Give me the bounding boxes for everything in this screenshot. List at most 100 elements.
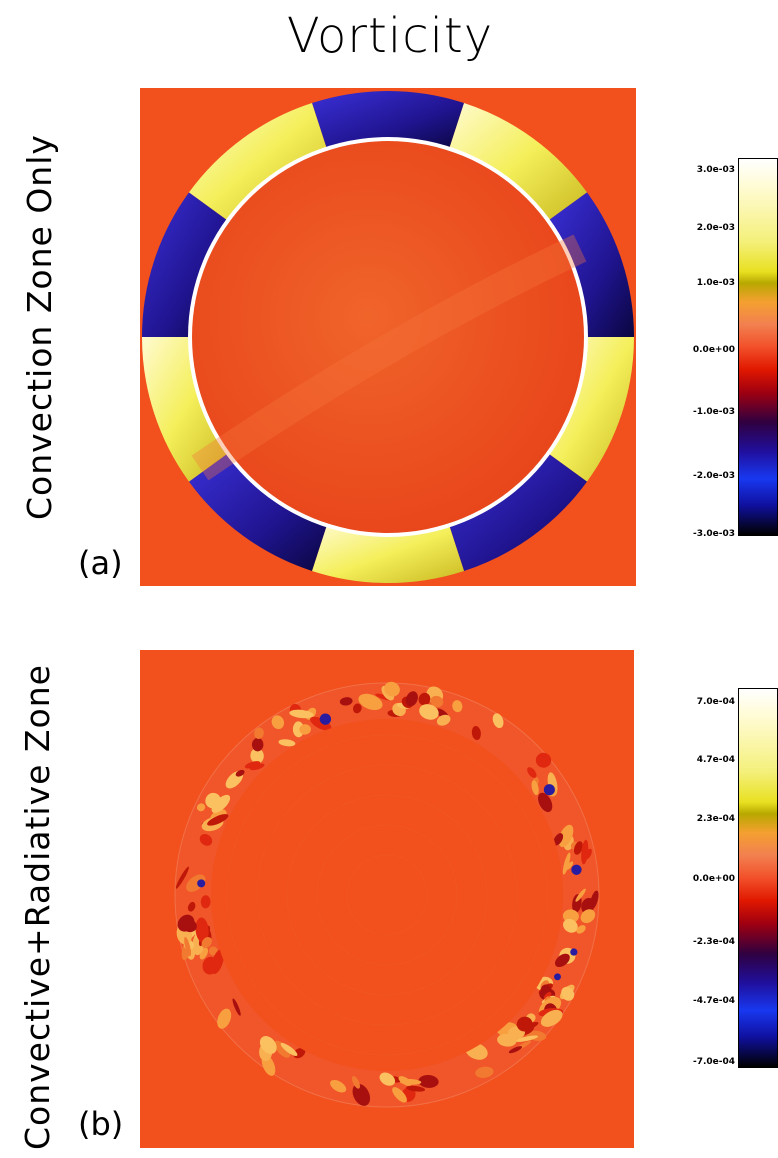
colorbar-ticks-b: 7.0e-04 4.7e-04 2.3e-04 0.0e+00 -2.3e-04… [640,697,735,1067]
eddy [527,767,537,778]
eddy [515,1035,539,1042]
eddy [540,1009,563,1027]
eddy [200,895,211,909]
eddy [195,917,209,943]
eddy [538,792,553,813]
eddy [580,909,596,924]
eddy [352,1075,360,1089]
eddy [497,1033,517,1047]
eddy [558,824,574,848]
negative-vortex [543,784,555,796]
vorticity-map-a: (a) [78,88,636,586]
tick-label: 3.0e-03 [696,165,735,175]
tick-label: 4.7e-04 [696,755,735,765]
eddy [583,848,592,860]
eddy [235,769,245,777]
eddy [250,748,264,764]
eddy [184,936,191,957]
eddy [436,714,451,726]
eddy [531,780,539,796]
eddy [201,936,212,949]
eddy [419,704,439,720]
eddy [211,794,231,813]
figure-title: Vorticity [286,8,494,64]
eddy [259,1036,277,1054]
eddy [339,697,353,706]
eddy [392,1087,407,1103]
tick-label: 2.0e-03 [696,223,735,233]
eddy [554,953,570,967]
positive-vorticity-cell [548,337,634,482]
eddy [590,890,599,910]
eddy [232,998,241,1016]
eddy [576,925,586,934]
eddy [249,763,265,771]
ring-eddies-b [175,681,599,1106]
eddy [563,918,578,933]
eddy [254,727,264,739]
eddy [471,725,481,741]
eddy [418,1075,439,1088]
eddy [452,700,463,713]
eddy [492,713,504,729]
negative-vorticity-cell [311,91,465,149]
eddy [475,1066,494,1078]
negative-vortex [319,713,332,725]
side-label-a: Convection Zone Only [20,134,59,520]
eddy [430,695,444,708]
eddy [553,833,564,846]
eddy [274,1040,291,1058]
eddy [280,1042,298,1057]
tick-label: 0.0e+00 [692,874,735,884]
eddy [358,693,383,711]
eddy [217,1008,232,1029]
eddy [575,888,586,902]
eddy [398,1076,412,1086]
eddy [330,1079,347,1093]
eddy [406,1085,426,1092]
eddy [271,715,285,730]
ring-cells-a [142,91,634,583]
negative-vortex [570,948,578,956]
colorbar-b [738,688,778,1068]
side-label-b: Convective+Radiative Zone [18,664,57,1150]
eddy [289,709,314,719]
tick-label: 0.0e+00 [692,345,735,355]
eddy [186,874,206,892]
panel-letter-a: (a) [78,544,123,582]
negative-vortex [571,864,582,875]
eddy [278,739,296,747]
eddy [379,1072,396,1086]
colorbar-a [738,158,778,536]
eddy [196,803,206,812]
eddy [352,1083,371,1106]
eddy [384,681,400,697]
tick-label: -2.3e-04 [692,937,735,947]
tick-label: 2.3e-04 [696,814,735,824]
eddy [405,691,418,707]
eddy [418,692,431,706]
eddy [207,814,229,826]
tick-label: -2.0e-03 [692,471,735,481]
positive-vorticity-cell [142,337,228,482]
eddy [208,946,218,956]
eddy [199,833,213,846]
eddy [516,1016,533,1032]
eddy [251,737,264,752]
tick-label: -1.0e-03 [692,407,735,417]
negative-vortex [197,879,206,888]
negative-vortex [554,973,561,981]
eddy [562,852,571,875]
negative-vorticity-cell [449,453,588,571]
vorticity-map-b: (b) [78,650,634,1148]
negative-vorticity-cell [548,192,634,337]
eddy [352,703,362,714]
eddy [310,716,332,731]
positive-vorticity-cell [311,525,465,583]
eddy [187,901,196,912]
eddy [566,861,574,870]
eddy [177,914,195,932]
positive-vorticity-cell [188,103,327,221]
colorbar-ticks-a: 3.0e-03 2.0e-03 1.0e-03 0.0e+00 -1.0e-03… [640,165,735,539]
eddy [573,841,583,855]
